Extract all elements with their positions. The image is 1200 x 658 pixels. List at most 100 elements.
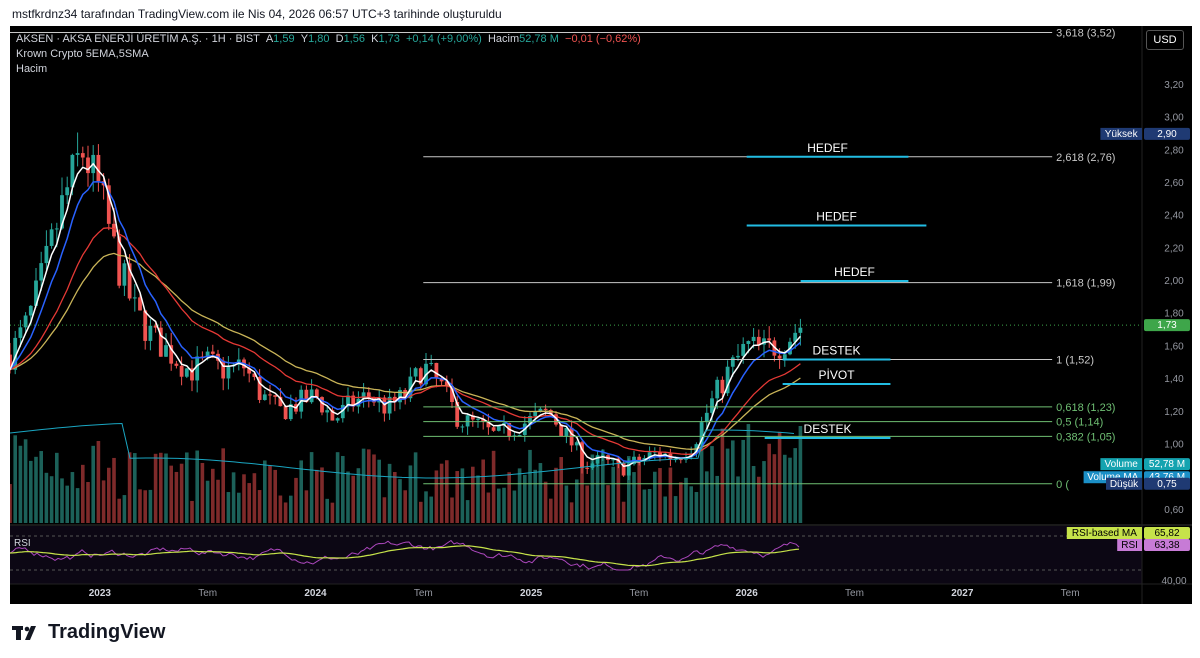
volume-bar (237, 492, 241, 523)
volume-bar (668, 467, 673, 523)
volume-bar (481, 459, 485, 523)
volume-bar (179, 463, 184, 523)
volume-bar (549, 498, 553, 523)
legend-close-label: K (371, 33, 379, 45)
candle (13, 337, 18, 370)
candle (205, 351, 210, 358)
price-axis-tick: 3,20 (1164, 80, 1184, 91)
brand-footer[interactable]: TradingView (12, 621, 165, 644)
candle (777, 355, 782, 359)
volume-bar (694, 492, 699, 523)
volume-bar (398, 479, 402, 523)
candle (559, 424, 564, 437)
candle (580, 442, 584, 468)
candle (44, 245, 49, 264)
candle (122, 263, 127, 286)
chart-area[interactable]: 0,600,801,001,201,401,601,802,002,202,40… (10, 26, 1192, 604)
rsi-label-tag-text: RSI (1121, 540, 1138, 551)
volume-bar (372, 454, 376, 523)
legend-volume: 52,78 M (519, 33, 559, 45)
candle (793, 332, 798, 342)
volume-bar (299, 460, 303, 523)
volume-bar (455, 471, 459, 523)
fib-level-label: 1 (1,52) (1056, 355, 1094, 367)
brand-name: TradingView (48, 621, 166, 643)
candle (361, 392, 366, 399)
volume-bar (23, 439, 28, 523)
rsi-pane-label[interactable]: RSI (14, 538, 31, 549)
volume-bar (101, 480, 106, 523)
candle (247, 368, 252, 374)
volume-bar (627, 456, 631, 523)
volume-bar (309, 452, 314, 523)
candle (143, 310, 148, 341)
volume-bar (757, 476, 761, 523)
volume-bar (512, 490, 517, 523)
volume-bar (798, 426, 803, 523)
volume-bar (632, 472, 636, 523)
volume-bar (351, 475, 355, 523)
volume-bar (777, 431, 782, 523)
candle (751, 336, 756, 342)
candle (600, 455, 605, 457)
time-axis-tick: Tem (845, 588, 864, 599)
candle (210, 351, 215, 354)
annotation-label: HEDEF (807, 141, 848, 155)
volume-bar (460, 468, 465, 523)
candle (470, 415, 475, 420)
legend-low: 1,56 (343, 33, 365, 45)
rsi-label-value: 63,38 (1154, 540, 1179, 551)
legend-indicator[interactable]: Krown Crypto 5EMA,5SMA (16, 48, 149, 60)
volume-bar (772, 454, 777, 523)
candle (184, 368, 189, 377)
volume-bar (783, 454, 787, 523)
candle (710, 398, 714, 413)
volume-bar (725, 448, 730, 523)
volume-bar (257, 490, 262, 523)
volume-bar (491, 450, 496, 523)
volume-bar (611, 466, 615, 523)
candle (699, 422, 704, 445)
volume-bar (346, 471, 350, 523)
candle (418, 368, 423, 385)
volume-bar (751, 465, 756, 523)
candle (455, 402, 460, 427)
currency-button[interactable]: USD (1146, 30, 1184, 50)
price-label-tag-text: Düşük (1110, 479, 1139, 490)
volume-bar (673, 496, 678, 523)
time-axis-tick: Tem (198, 588, 217, 599)
volume-bar (720, 428, 725, 523)
candle (434, 362, 439, 379)
candle (169, 345, 174, 364)
volume-bar (517, 468, 522, 523)
candle (554, 414, 558, 425)
volume-bar (29, 460, 33, 523)
price-axis-tick: 1,80 (1164, 309, 1184, 320)
legend-volume-indicator[interactable]: Hacim (16, 63, 48, 75)
legend-symbol[interactable]: AKSEN · AKSA ENERJİ ÜRETİM A.Ş. · 1H · B… (16, 33, 260, 45)
volume-bar (242, 474, 246, 523)
price-label-value: 52,78 M (1149, 459, 1185, 470)
candle (736, 355, 740, 358)
price-label-value: 43,76 M (1149, 472, 1185, 483)
candle (720, 379, 725, 394)
volume-bar (689, 486, 693, 523)
candle (611, 459, 616, 461)
volume-bar (762, 461, 766, 523)
candle (325, 410, 330, 413)
volume-bar (289, 495, 293, 523)
volume-bar (736, 476, 740, 523)
volume-bar (13, 435, 17, 523)
price-chart[interactable]: 0,600,801,001,201,401,601,802,002,202,40… (10, 26, 1192, 604)
volume-bar (642, 489, 647, 523)
candle (673, 459, 678, 461)
volume-bar (653, 471, 657, 523)
volume-bar (569, 502, 574, 523)
candle (647, 452, 652, 459)
volume-bar (65, 485, 69, 523)
legend-high: 1,80 (308, 33, 330, 45)
volume-bar (445, 460, 449, 523)
time-axis-tick: 2024 (304, 588, 327, 599)
price-label-badge (1144, 319, 1190, 332)
ema-red-line (10, 227, 801, 455)
